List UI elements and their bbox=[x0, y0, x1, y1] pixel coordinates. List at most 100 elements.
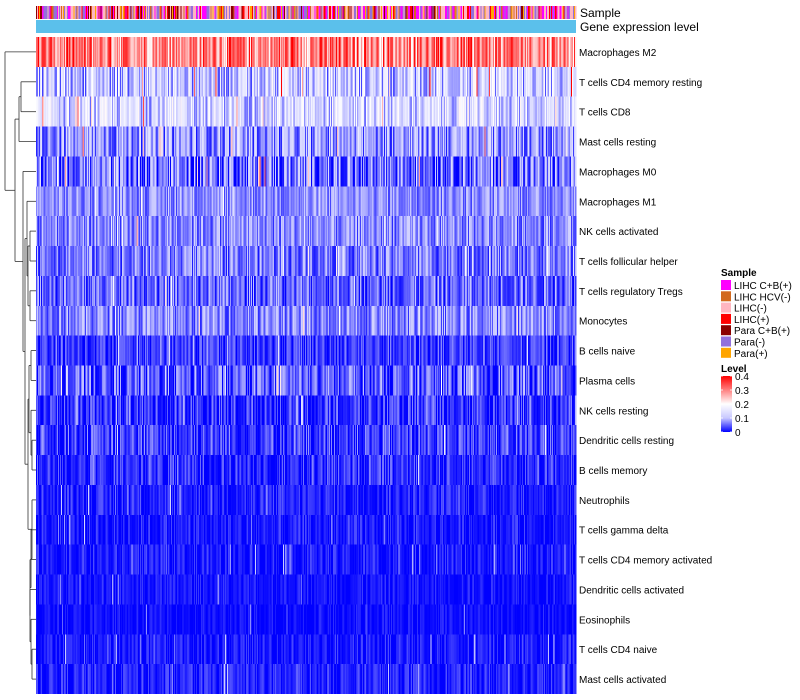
sample-annotation-cell bbox=[462, 6, 465, 19]
heatmap-cell bbox=[107, 66, 110, 97]
heatmap-cell bbox=[517, 156, 520, 187]
heatmap-cell bbox=[309, 275, 311, 306]
sample-annotation-cell bbox=[459, 6, 462, 19]
heatmap-cell bbox=[119, 37, 121, 68]
heatmap-cell bbox=[537, 186, 540, 217]
heatmap-cell bbox=[503, 66, 505, 97]
heatmap-cell bbox=[216, 37, 219, 68]
heatmap-cell bbox=[369, 126, 371, 157]
heatmap-cell bbox=[86, 126, 89, 157]
heatmap-cell bbox=[77, 126, 79, 157]
heatmap-cell bbox=[508, 37, 510, 68]
heatmap-cell bbox=[109, 246, 112, 277]
heatmap-cell bbox=[122, 216, 124, 247]
heatmap-cell bbox=[275, 126, 278, 157]
heatmap-cell bbox=[299, 246, 302, 277]
heatmap-cell bbox=[369, 37, 371, 68]
heatmap-cell bbox=[90, 246, 92, 277]
heatmap-cell bbox=[373, 186, 375, 217]
heatmap-cell bbox=[219, 126, 222, 157]
heatmap-cell bbox=[348, 156, 351, 187]
heatmap-cell bbox=[463, 246, 466, 277]
heatmap-cell bbox=[136, 96, 139, 127]
sample-annotation-cell bbox=[87, 6, 90, 19]
heatmap-cell bbox=[479, 66, 481, 97]
heatmap-cell bbox=[50, 275, 52, 306]
sample-annotation-cell bbox=[363, 6, 365, 19]
sample-annotation-cell bbox=[529, 6, 531, 19]
sample-annotation-cell bbox=[124, 6, 126, 19]
heatmap-cell bbox=[43, 156, 45, 187]
heatmap-cell bbox=[477, 246, 479, 277]
heatmap-cell bbox=[280, 66, 282, 97]
heatmap-cell bbox=[519, 246, 522, 277]
heatmap-cell bbox=[445, 37, 447, 68]
heatmap-cell bbox=[121, 37, 123, 68]
heatmap-cell bbox=[175, 246, 177, 277]
heatmap-cell bbox=[325, 126, 328, 157]
heatmap-cell bbox=[152, 246, 154, 277]
heatmap-cell bbox=[245, 186, 248, 217]
heatmap-cell bbox=[234, 66, 236, 97]
heatmap-cell bbox=[382, 96, 385, 127]
heatmap-cell bbox=[523, 66, 525, 97]
heatmap-cell bbox=[96, 275, 98, 306]
heatmap-cell bbox=[83, 96, 86, 127]
heatmap-cell bbox=[323, 216, 326, 247]
heatmap-cell bbox=[505, 216, 507, 247]
heatmap-cell bbox=[193, 96, 196, 127]
heatmap-cell bbox=[414, 246, 416, 277]
heatmap-cell bbox=[139, 216, 142, 247]
heatmap-cell bbox=[260, 246, 262, 277]
heatmap-cell bbox=[63, 246, 65, 277]
heatmap-cell bbox=[242, 126, 245, 157]
heatmap-cell bbox=[157, 96, 159, 127]
heatmap-cell bbox=[274, 66, 277, 97]
heatmap-cell bbox=[266, 96, 268, 127]
sample-annotation-cell bbox=[191, 6, 194, 19]
heatmap-cell bbox=[60, 66, 63, 97]
sample-annotation-cell bbox=[69, 6, 71, 19]
heatmap-cell bbox=[338, 126, 340, 157]
heatmap-cell bbox=[549, 37, 551, 68]
sample-annotation-cell bbox=[481, 6, 483, 19]
heatmap-cell bbox=[410, 126, 413, 157]
heatmap-cell bbox=[445, 66, 447, 97]
heatmap-cell bbox=[279, 37, 281, 68]
heatmap-cell bbox=[448, 126, 450, 157]
heatmap-cell bbox=[153, 66, 155, 97]
heatmap-cell bbox=[215, 156, 218, 187]
heatmap-cell bbox=[360, 96, 362, 127]
heatmap-cell bbox=[94, 186, 96, 217]
heatmap-cell bbox=[293, 186, 295, 217]
heatmap-cell bbox=[350, 37, 353, 68]
heatmap-cell bbox=[139, 66, 142, 97]
heatmap-cell bbox=[479, 156, 481, 187]
heatmap-cell bbox=[235, 96, 237, 127]
heatmap-cell bbox=[545, 96, 548, 127]
sample-annotation-cell bbox=[60, 6, 63, 19]
heatmap-cell bbox=[545, 126, 548, 157]
sample-annotation-cell bbox=[165, 6, 168, 19]
heatmap-cell bbox=[378, 186, 381, 217]
heatmap-cell bbox=[551, 186, 553, 217]
heatmap-cell bbox=[322, 216, 325, 247]
sample-annotation-cell bbox=[388, 6, 390, 19]
heatmap-cell bbox=[482, 216, 484, 247]
heatmap-cell bbox=[399, 126, 401, 157]
heatmap-cell bbox=[567, 96, 570, 127]
heatmap-cell bbox=[546, 126, 549, 157]
heatmap-cell bbox=[196, 156, 199, 187]
heatmap-cell bbox=[150, 126, 152, 157]
heatmap-cell bbox=[482, 156, 484, 187]
heatmap-cell bbox=[472, 186, 474, 217]
heatmap-cell bbox=[486, 216, 489, 247]
heatmap-cell bbox=[423, 126, 425, 157]
heatmap-cell bbox=[294, 186, 297, 217]
heatmap-cell bbox=[565, 66, 568, 97]
heatmap-cell bbox=[337, 246, 339, 277]
heatmap-cell bbox=[460, 246, 463, 277]
heatmap-cell bbox=[65, 246, 67, 277]
heatmap-cell bbox=[123, 246, 125, 277]
heatmap-cell bbox=[82, 186, 85, 217]
